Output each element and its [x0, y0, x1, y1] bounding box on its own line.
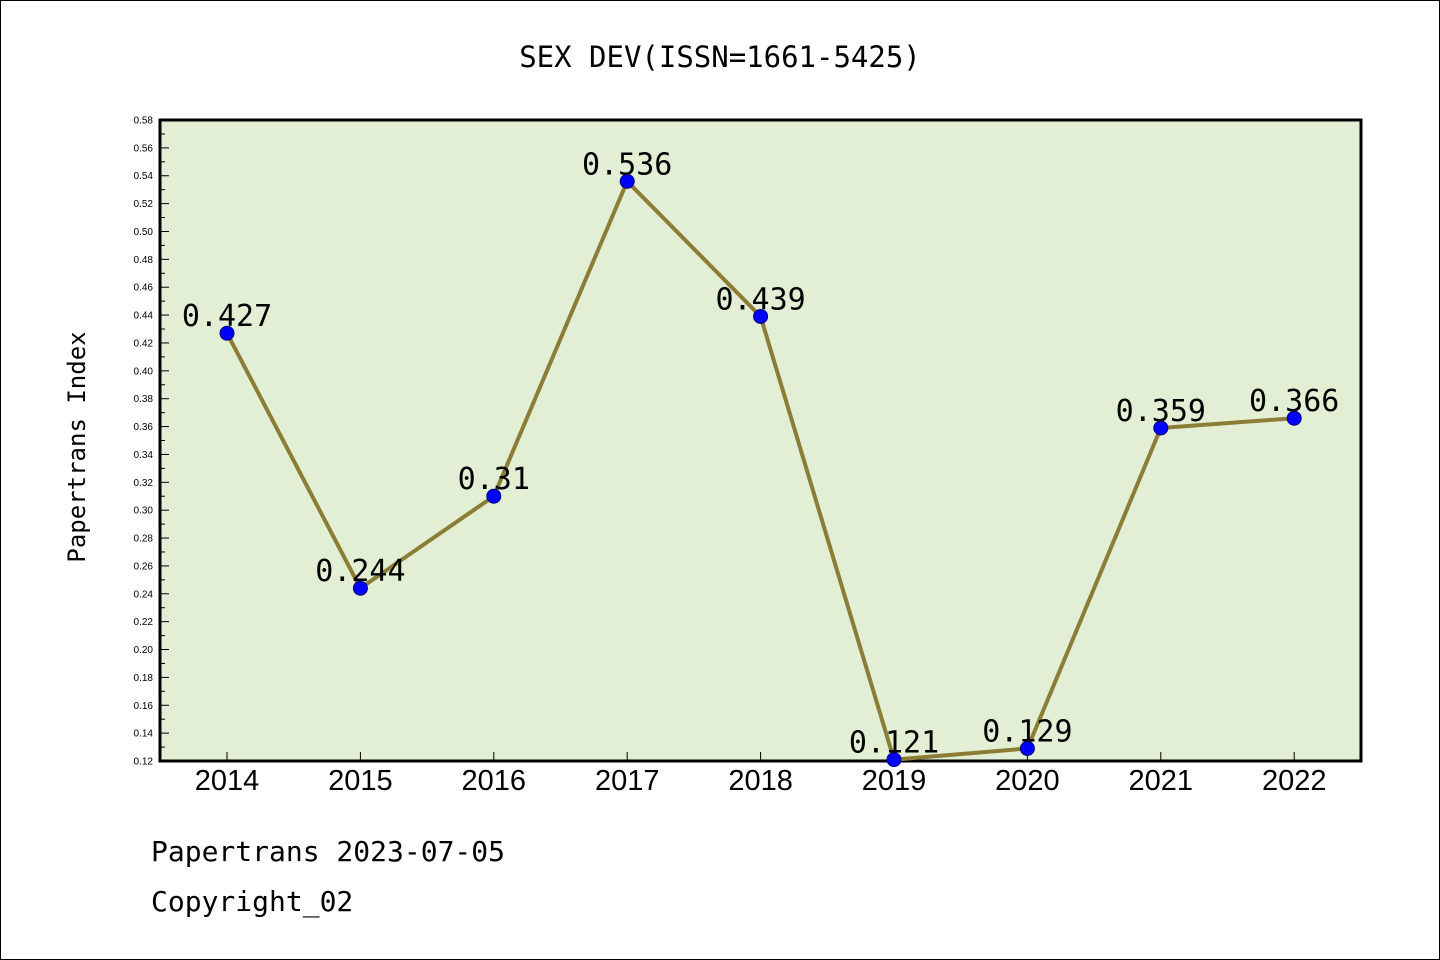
data-label: 0.244 — [315, 554, 405, 589]
x-tick-label: 2014 — [195, 765, 260, 797]
y-tick-label: 0.58 — [134, 116, 154, 127]
data-point — [619, 173, 635, 189]
data-point — [486, 488, 502, 504]
y-tick-label: 0.26 — [134, 561, 154, 572]
plot-area — [158, 118, 1363, 763]
footer-date: Papertrans 2023-07-05 — [151, 835, 506, 868]
x-axis: 2014 2015 2016 2017 2018 2019 2020 2021 2022 — [195, 752, 1327, 797]
y-tick-label: 0.48 — [134, 255, 154, 266]
data-labels: 0.427 0.244 0.31 0.536 0.439 0.121 0.129 0.359 0… — [182, 147, 1340, 760]
data-label: 0.427 — [182, 299, 272, 334]
y-tick-label: 0.24 — [134, 589, 154, 600]
x-tick-label: 2018 — [728, 765, 793, 797]
y-tick-label: 0.52 — [134, 199, 154, 210]
y-tick-label: 0.28 — [134, 534, 154, 545]
data-point — [886, 752, 902, 768]
data-label: 0.536 — [582, 147, 672, 182]
x-tick-label: 2022 — [1262, 765, 1327, 797]
data-markers — [219, 173, 1302, 768]
y-tick-label: 0.30 — [134, 506, 154, 517]
y-tick-label: 0.20 — [134, 645, 154, 656]
y-tick-label: 0.40 — [134, 366, 154, 377]
y-tick-label: 0.22 — [134, 617, 154, 628]
y-tick-label: 0.44 — [134, 311, 154, 322]
data-point — [352, 580, 368, 596]
data-label: 0.31 — [458, 462, 530, 497]
y-axis: 0.12 0.14 0.16 0.18 0.20 0.22 0.24 0.26 0.28 0.30… — [134, 116, 169, 768]
y-tick-label: 0.50 — [134, 227, 154, 238]
y-tick-label: 0.42 — [134, 338, 154, 349]
x-tick-label: 2017 — [595, 765, 660, 797]
data-label: 0.129 — [982, 714, 1072, 749]
y-tick-label: 0.34 — [134, 450, 154, 461]
data-label: 0.439 — [715, 282, 805, 317]
footer-copyright: Copyright_02 — [151, 885, 354, 918]
y-tick-label: 0.56 — [134, 143, 154, 154]
data-label: 0.359 — [1116, 394, 1206, 429]
chart-title: SEX DEV(ISSN=1661-5425) — [519, 40, 921, 74]
data-label: 0.121 — [849, 726, 939, 761]
y-tick-label: 0.32 — [134, 478, 154, 489]
data-point — [1153, 420, 1169, 436]
data-point — [1019, 740, 1035, 756]
x-tick-label: 2019 — [862, 765, 927, 797]
data-point — [753, 308, 769, 324]
data-point — [1286, 410, 1302, 426]
y-axis-label: Papertrans Index — [63, 331, 91, 562]
x-tick-label: 2021 — [1129, 765, 1194, 797]
y-tick-label: 0.54 — [134, 171, 154, 182]
y-tick-label: 0.16 — [134, 701, 154, 712]
x-tick-label: 2015 — [328, 765, 393, 797]
y-tick-label: 0.18 — [134, 673, 154, 684]
data-point — [219, 325, 235, 341]
y-tick-label: 0.36 — [134, 422, 154, 433]
x-tick-label: 2020 — [995, 765, 1060, 797]
y-tick-label: 0.14 — [134, 729, 154, 740]
y-tick-label: 0.12 — [134, 757, 154, 768]
y-tick-label: 0.46 — [134, 283, 154, 294]
y-tick-label: 0.38 — [134, 394, 154, 405]
data-label: 0.366 — [1249, 384, 1339, 419]
x-tick-label: 2016 — [462, 765, 527, 797]
